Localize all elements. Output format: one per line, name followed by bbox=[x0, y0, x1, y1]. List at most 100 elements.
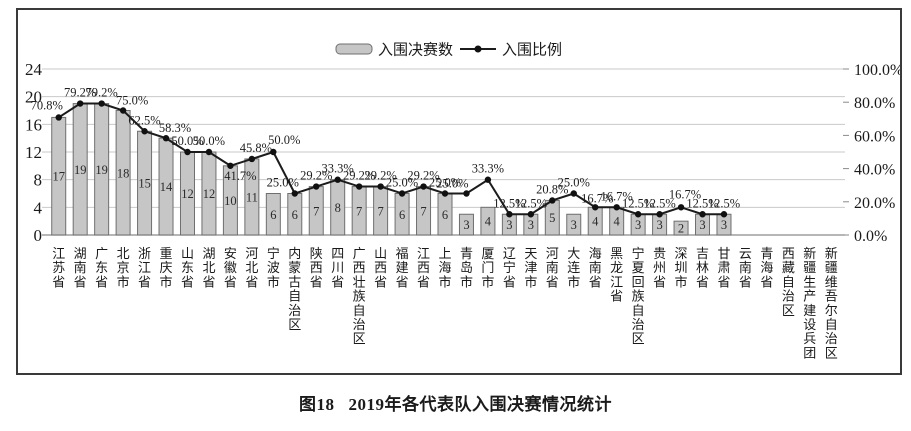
left-axis-tick-label: 20 bbox=[25, 88, 42, 107]
line-marker bbox=[184, 148, 191, 156]
percent-label: 12.5% bbox=[515, 196, 547, 210]
percent-label: 50.0% bbox=[268, 133, 300, 147]
category-label: 河南省 bbox=[546, 246, 559, 289]
bar-value-label: 7 bbox=[356, 204, 362, 218]
category-label: 湖南省 bbox=[74, 246, 87, 289]
line-series bbox=[58, 102, 724, 216]
line-marker bbox=[205, 148, 213, 156]
bar-value-label: 17 bbox=[52, 170, 65, 184]
category-label: 江苏省 bbox=[52, 246, 65, 289]
legend-bar-swatch bbox=[335, 43, 373, 55]
bar-value-label: 6 bbox=[292, 208, 298, 222]
percent-label: 79.2% bbox=[86, 86, 118, 100]
left-axis-tick-label: 12 bbox=[25, 143, 42, 162]
bar-value-label: 12 bbox=[203, 187, 216, 201]
bar-value-label: 6 bbox=[399, 208, 405, 222]
bar-value-label: 4 bbox=[614, 215, 621, 229]
percent-label: 45.8% bbox=[240, 141, 272, 155]
category-label: 新疆生产建设兵团 bbox=[803, 246, 816, 360]
category-label: 青岛市 bbox=[460, 246, 473, 289]
line-marker bbox=[441, 190, 449, 197]
line-marker bbox=[677, 204, 685, 211]
category-label: 贵州省 bbox=[653, 246, 666, 289]
figure-number: 图18 bbox=[299, 395, 335, 414]
percent-label: 33.3% bbox=[322, 162, 354, 176]
bar-value-label: 19 bbox=[95, 163, 108, 177]
bar bbox=[265, 193, 281, 236]
line-marker bbox=[592, 204, 599, 211]
bar-value-label: 2 bbox=[678, 222, 684, 236]
bar-value-label: 4 bbox=[592, 215, 599, 229]
category-label: 青海省 bbox=[760, 246, 773, 289]
percent-label: 50.0% bbox=[193, 134, 225, 148]
bar bbox=[480, 206, 496, 236]
line-marker bbox=[334, 176, 341, 183]
category-label: 内蒙古自治区 bbox=[288, 246, 301, 332]
category-label: 四川省 bbox=[331, 246, 344, 289]
line-marker bbox=[398, 190, 406, 197]
category-label: 吉林省 bbox=[696, 246, 709, 289]
percent-label: 75.0% bbox=[116, 94, 148, 108]
percent-label: 12.5% bbox=[643, 196, 675, 210]
right-axis-tick-label: 20.0% bbox=[854, 195, 895, 212]
percent-label: 29.2% bbox=[300, 169, 332, 183]
bar-value-label: 3 bbox=[721, 218, 727, 232]
bar-value-label: 3 bbox=[656, 218, 662, 232]
percent-label: 62.5% bbox=[128, 113, 160, 127]
line-marker bbox=[141, 128, 148, 135]
combo-chart: 24201612840100.0%80.0%60.0%40.0%20.0%0.0… bbox=[25, 42, 900, 361]
bar-value-label: 3 bbox=[699, 218, 705, 232]
percent-label: 25.0% bbox=[267, 176, 299, 190]
bar-value-label: 8 bbox=[335, 201, 341, 215]
figure-frame: 24 20 16 12 8 4 0 100.0% 80.0% 60.0% 40.0% 20.0% 0.0… bbox=[16, 8, 902, 375]
bar-value-label: 6 bbox=[442, 208, 448, 222]
percent-label: 79.2% bbox=[64, 86, 96, 100]
line-marker bbox=[506, 211, 513, 218]
category-label: 浙江省 bbox=[138, 246, 151, 289]
bar-value-label: 4 bbox=[485, 215, 492, 229]
line-marker bbox=[248, 155, 256, 163]
bar-value-label: 18 bbox=[117, 166, 130, 180]
percent-label: 16.7% bbox=[601, 189, 633, 203]
right-axis-tick-label: 0.0% bbox=[854, 228, 887, 245]
line-marker bbox=[420, 183, 427, 190]
legend-label-bars: 入围决赛数 bbox=[378, 42, 453, 59]
line-marker bbox=[720, 211, 728, 218]
percent-label: 12.5% bbox=[622, 196, 654, 210]
bar-value-label: 15 bbox=[138, 177, 151, 191]
percent-label: 58.3% bbox=[159, 121, 191, 135]
right-axis-tick-label: 100.0% bbox=[854, 62, 900, 79]
category-label: 重庆市 bbox=[160, 246, 173, 289]
category-label: 上海市 bbox=[438, 246, 451, 289]
line-marker bbox=[484, 176, 492, 183]
category-label: 河北省 bbox=[245, 246, 258, 289]
bar-value-label: 11 bbox=[246, 190, 258, 204]
line-marker bbox=[570, 190, 577, 197]
line-marker bbox=[162, 135, 170, 142]
percent-label: 16.7% bbox=[581, 191, 613, 205]
category-label: 山东省 bbox=[181, 246, 194, 289]
right-axis-tick-label: 60.0% bbox=[854, 128, 895, 145]
line-marker bbox=[613, 204, 620, 211]
line-marker bbox=[227, 162, 234, 169]
bar bbox=[458, 213, 474, 236]
line-marker bbox=[291, 190, 298, 197]
left-axis-tick-label: 4 bbox=[34, 198, 43, 217]
left-axis-tick-label: 16 bbox=[25, 115, 42, 134]
percent-label: 12.5% bbox=[686, 196, 718, 210]
category-label: 黑龙江省 bbox=[610, 246, 623, 304]
percent-label: 29.2% bbox=[407, 169, 439, 183]
line-marker bbox=[549, 197, 556, 204]
percent-label: 70.8% bbox=[31, 98, 63, 112]
category-label: 辽宁省 bbox=[503, 246, 516, 289]
right-axis-tick-label: 80.0% bbox=[854, 95, 895, 112]
category-label: 宁夏回族自治区 bbox=[632, 246, 645, 346]
percent-label: 25.0% bbox=[386, 176, 418, 190]
category-label: 甘肃省 bbox=[717, 246, 730, 289]
bar-value-label: 12 bbox=[181, 187, 194, 201]
percent-label: 50.0% bbox=[171, 134, 203, 148]
category-label: 大连市 bbox=[567, 246, 580, 289]
percent-label: 12.5% bbox=[708, 196, 740, 210]
percent-label: 25.0% bbox=[429, 176, 461, 190]
line-marker bbox=[313, 183, 320, 190]
